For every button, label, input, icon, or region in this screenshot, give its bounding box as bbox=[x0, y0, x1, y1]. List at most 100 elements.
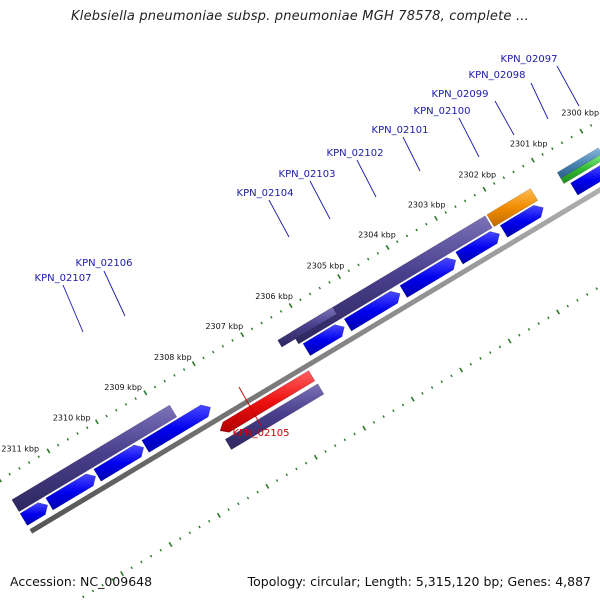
tick-mark bbox=[134, 397, 137, 400]
tick-mark bbox=[450, 374, 453, 378]
gene-label-leader bbox=[458, 117, 480, 158]
tick-mark bbox=[337, 273, 342, 280]
tick-mark bbox=[421, 391, 424, 395]
tick-mark bbox=[333, 444, 337, 448]
gene-label-leader bbox=[238, 386, 262, 427]
tick-mark bbox=[275, 479, 279, 482]
gene-label[interactable]: KPN_02107 bbox=[35, 273, 92, 284]
tick-mark bbox=[143, 390, 148, 396]
cds-arrow[interactable] bbox=[499, 204, 544, 238]
cds-arrow[interactable] bbox=[19, 502, 48, 526]
tick-mark bbox=[66, 437, 70, 441]
gene-label[interactable]: KPN_02104 bbox=[237, 188, 294, 199]
gene-label-leader bbox=[556, 65, 580, 107]
gene-label[interactable]: KPN_02097 bbox=[501, 54, 558, 65]
tick-mark bbox=[512, 170, 515, 174]
tick-mark bbox=[579, 128, 584, 134]
gene-label[interactable]: KPN_02102 bbox=[327, 148, 384, 159]
tick-mark bbox=[94, 419, 99, 425]
tick-mark bbox=[556, 309, 561, 315]
tick-mark bbox=[153, 385, 157, 389]
tick-mark bbox=[463, 199, 467, 203]
gene-label[interactable]: KPN_02103 bbox=[279, 169, 336, 180]
tick-mark bbox=[343, 438, 347, 442]
tick-mark bbox=[401, 403, 405, 407]
gene-label[interactable]: KPN_02098 bbox=[469, 70, 526, 81]
tick-mark bbox=[547, 316, 550, 320]
gene-label[interactable]: KPN_02105 bbox=[233, 428, 290, 439]
gene-bar[interactable] bbox=[224, 383, 325, 450]
gene-label-leader bbox=[103, 270, 126, 317]
tick-mark bbox=[362, 425, 367, 431]
tick-mark bbox=[18, 466, 21, 470]
highlighted-gene-arrow[interactable] bbox=[219, 370, 316, 433]
cds-arrow[interactable] bbox=[141, 404, 211, 453]
cds-arrow[interactable] bbox=[93, 444, 145, 482]
gene-bar[interactable] bbox=[11, 404, 178, 513]
tick-mark bbox=[489, 351, 492, 355]
tick-mark bbox=[324, 450, 327, 453]
tick-mark bbox=[304, 461, 308, 465]
cds-arrow[interactable] bbox=[570, 165, 600, 196]
tick-mark bbox=[440, 380, 443, 384]
gene-label[interactable]: KPN_02100 bbox=[414, 106, 471, 117]
tick-mark bbox=[149, 554, 153, 558]
gene-bar[interactable] bbox=[486, 188, 539, 228]
tick-mark bbox=[120, 570, 124, 577]
cds-arrow[interactable] bbox=[302, 324, 345, 357]
position-ticks: 2300 kbp 2301 kbp 2302 kbp 2303 kbp 2304 kbp… bbox=[0, 109, 600, 599]
tick-row-reverse bbox=[82, 287, 599, 599]
tick-mark bbox=[541, 153, 544, 156]
tick-mark bbox=[585, 293, 589, 296]
tick-mark bbox=[479, 357, 482, 360]
tick-mark bbox=[353, 432, 356, 436]
map-title: Klebsiella pneumoniae subsp. pneumoniae … bbox=[71, 9, 529, 24]
gene-bar[interactable] bbox=[277, 306, 337, 348]
cds-arrow[interactable] bbox=[399, 257, 457, 298]
tick-mark bbox=[425, 222, 428, 226]
tick-mark bbox=[570, 135, 573, 139]
tick-mark bbox=[37, 455, 40, 459]
cds-arrow[interactable] bbox=[455, 231, 500, 265]
tick-row-forward bbox=[0, 118, 600, 483]
genome-backbone bbox=[29, 187, 600, 534]
position-tick-label: 2302 kbp bbox=[458, 170, 496, 179]
tick-mark bbox=[347, 269, 351, 273]
tick-mark bbox=[111, 577, 114, 581]
tick-mark bbox=[173, 373, 176, 377]
tick-mark bbox=[85, 426, 89, 430]
gene-label[interactable]: KPN_02099 bbox=[432, 89, 489, 100]
tick-mark bbox=[527, 327, 531, 331]
cds-arrow[interactable] bbox=[343, 290, 401, 332]
tick-mark bbox=[270, 315, 273, 319]
tick-mark bbox=[328, 280, 331, 284]
tick-mark bbox=[168, 541, 173, 548]
gene-bar[interactable] bbox=[560, 154, 600, 184]
tick-mark bbox=[256, 490, 259, 494]
gene-bar[interactable] bbox=[291, 215, 493, 345]
tick-mark bbox=[46, 448, 51, 454]
gene-label-leader bbox=[309, 180, 331, 220]
tick-mark bbox=[288, 303, 293, 309]
tick-mark bbox=[250, 327, 254, 331]
cds-arrow[interactable] bbox=[45, 473, 96, 511]
tick-mark bbox=[469, 362, 473, 366]
tick-mark bbox=[473, 193, 477, 197]
tick-mark bbox=[434, 215, 439, 221]
tick-mark bbox=[231, 339, 234, 342]
tick-mark bbox=[285, 473, 288, 477]
tick-mark bbox=[124, 403, 128, 406]
position-tick-label: 2306 kbp bbox=[255, 292, 293, 301]
tick-mark bbox=[299, 298, 302, 302]
tick-mark bbox=[566, 304, 569, 308]
position-tick-label: 2311 kbp bbox=[1, 445, 39, 454]
gene-bar[interactable] bbox=[556, 147, 600, 179]
tick-mark bbox=[576, 298, 579, 302]
tick-mark bbox=[498, 345, 502, 349]
gene-label[interactable]: KPN_02106 bbox=[76, 258, 133, 269]
tick-mark bbox=[444, 211, 447, 214]
gene-label[interactable]: KPN_02101 bbox=[372, 125, 429, 136]
tick-mark bbox=[366, 257, 370, 261]
tick-mark bbox=[260, 321, 263, 325]
tick-mark bbox=[182, 368, 186, 371]
